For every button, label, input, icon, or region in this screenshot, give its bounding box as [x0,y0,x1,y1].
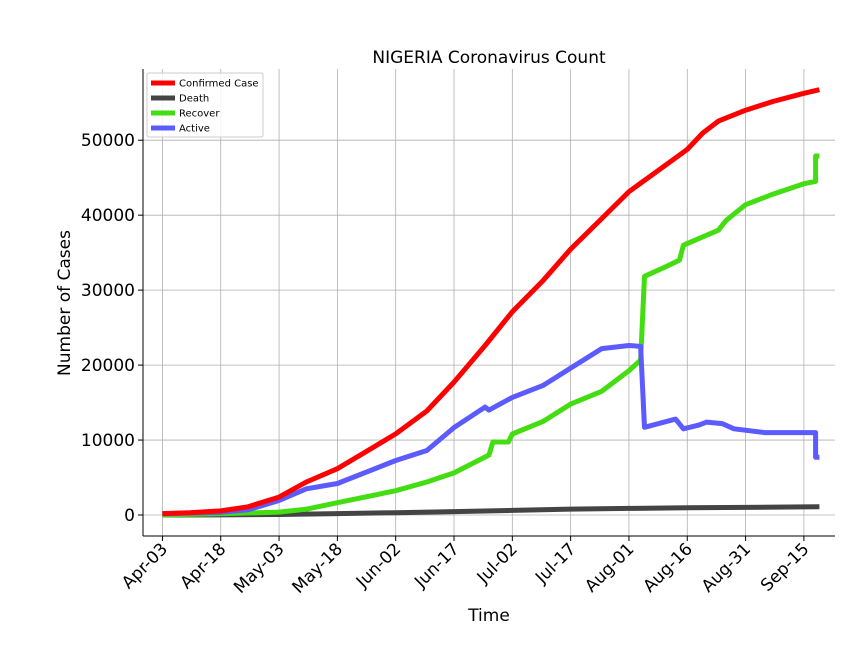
legend-label: Confirmed Case [179,79,259,90]
x-tick-label: Jul-17 [531,539,580,588]
chart-title: NIGERIA Coronavirus Count [372,48,606,68]
x-tick-label: Sep-15 [757,539,813,595]
x-tick-label: May-18 [288,539,346,597]
y-tick-label: 20000 [81,356,135,376]
axes-frame [142,69,835,537]
y-axis-label: Number of Cases [55,230,75,376]
grid [143,69,835,536]
y-tick-label: 10000 [81,431,135,451]
x-tick-label: Apr-18 [176,539,230,593]
x-tick-label: Jun-02 [352,539,405,592]
legend-label: Recover [179,109,220,120]
series-line-active [162,343,820,517]
x-axis-ticks: Apr-03 Apr-18 May-03 May-18 Jun-02 Jun-17 Jul-… [118,536,813,598]
x-axis-label: Time [467,606,510,626]
series-line-confirmed-case [162,87,820,517]
legend-label: Active [179,124,210,135]
y-tick-label: 50000 [81,131,135,151]
legend: Confirmed Case Death Recover Active [146,72,264,138]
x-tick-label: Jul-02 [473,539,522,588]
y-tick-label: 30000 [81,281,135,301]
x-tick-label: Aug-31 [698,539,755,596]
y-axis-ticks: 0 10000 20000 30000 40000 50000 [81,131,143,526]
series-line-recover [162,153,820,518]
x-tick-label: Jun-17 [410,539,463,592]
y-tick-label: 40000 [81,206,135,226]
x-tick-label: May-03 [230,539,288,597]
x-tick-label: Aug-01 [581,539,638,596]
x-tick-label: Aug-16 [640,539,697,596]
series-layer [162,87,820,518]
legend-box [146,72,264,138]
y-tick-label: 0 [124,506,135,526]
x-tick-label: Apr-03 [118,539,172,593]
legend-label: Death [179,94,209,105]
